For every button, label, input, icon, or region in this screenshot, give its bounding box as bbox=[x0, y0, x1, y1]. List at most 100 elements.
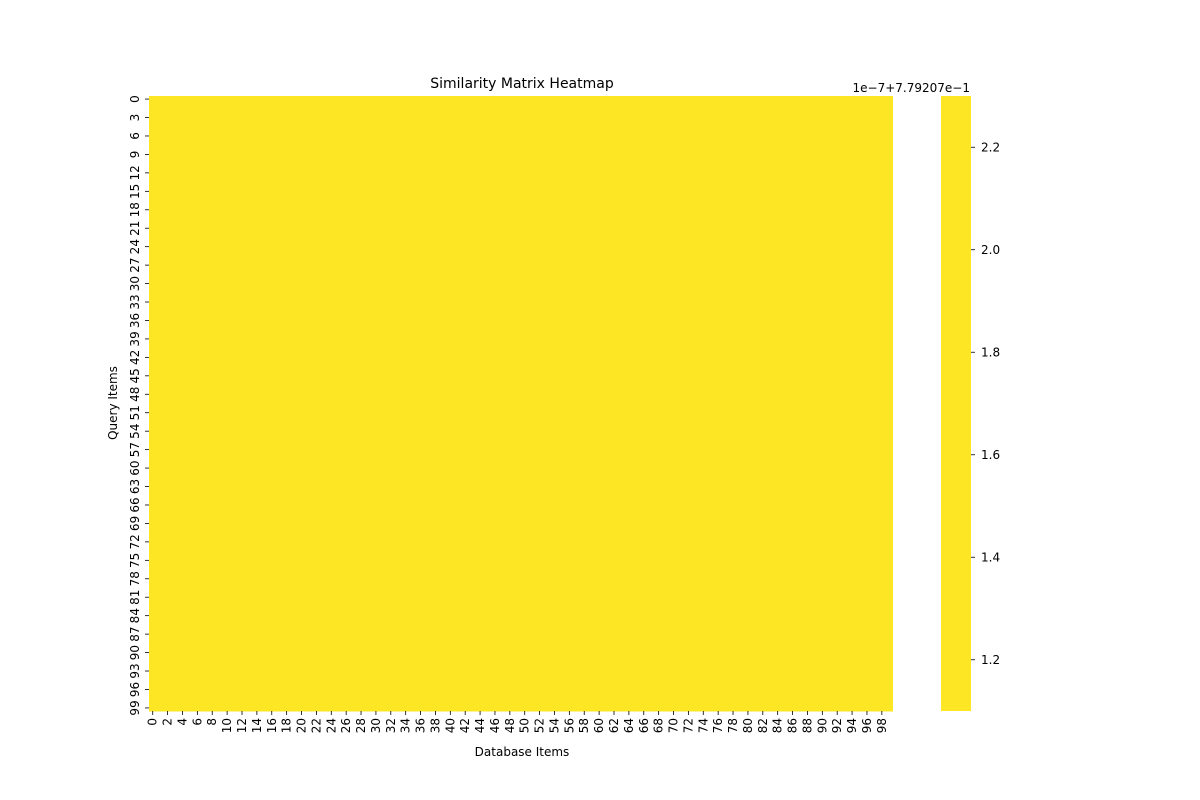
y-tick-label: 27 bbox=[128, 257, 142, 272]
colorbar bbox=[941, 96, 971, 711]
x-tick-label: 90 bbox=[815, 718, 829, 733]
x-tick-label: 44 bbox=[473, 718, 487, 733]
y-tick-label: 87 bbox=[128, 626, 142, 641]
heatmap-row bbox=[149, 335, 893, 343]
y-tick-label: 63 bbox=[128, 479, 142, 494]
heatmap-row bbox=[149, 575, 893, 583]
heatmap-row bbox=[149, 428, 893, 435]
heatmap-row bbox=[149, 557, 893, 564]
x-tick-label: 66 bbox=[637, 718, 651, 733]
x-tick-label: 84 bbox=[771, 718, 785, 733]
heatmap-row bbox=[149, 538, 893, 546]
x-tick-label: 96 bbox=[860, 718, 874, 733]
y-tick-label: 84 bbox=[128, 608, 142, 623]
heatmap-row bbox=[149, 501, 893, 509]
y-tick-label: 42 bbox=[128, 350, 142, 365]
heatmap-row bbox=[149, 686, 893, 694]
x-tick-label: 82 bbox=[756, 718, 770, 733]
heatmap-cells bbox=[149, 96, 893, 712]
x-tick-label: 68 bbox=[652, 718, 666, 733]
y-tick-label: 21 bbox=[128, 221, 142, 236]
x-tick-label: 18 bbox=[280, 718, 294, 733]
colorbar-tick-label: 2.2 bbox=[981, 140, 1000, 154]
heatmap-row bbox=[149, 292, 893, 300]
heatmap-row bbox=[149, 298, 893, 306]
heatmap-row bbox=[149, 311, 893, 318]
heatmap-row bbox=[149, 520, 893, 527]
heatmap-row bbox=[149, 237, 893, 245]
heatmap-row bbox=[149, 471, 893, 478]
heatmap-row bbox=[149, 704, 893, 712]
chart-title: Similarity Matrix Heatmap bbox=[430, 76, 614, 92]
heatmap-row bbox=[149, 612, 893, 620]
x-tick-label: 60 bbox=[592, 718, 606, 733]
heatmap-row bbox=[149, 329, 893, 337]
y-tick-label: 48 bbox=[128, 387, 142, 402]
y-tick-label: 30 bbox=[128, 276, 142, 291]
heatmap-row bbox=[149, 286, 893, 294]
heatmap-row bbox=[149, 544, 893, 552]
x-tick-label: 34 bbox=[399, 718, 413, 733]
heatmap-row bbox=[149, 243, 893, 251]
x-tick-label: 2 bbox=[161, 718, 175, 726]
heatmap-row bbox=[149, 446, 893, 454]
heatmap-row bbox=[149, 618, 893, 626]
heatmap-row bbox=[149, 354, 893, 361]
x-axis-ticks: 0 2 4 6 8 10 12 14 16 18 20 22 24 26 28 30 32 34 36 38 40 42 4… bbox=[146, 711, 889, 733]
heatmap-row bbox=[149, 495, 893, 503]
heatmap-row bbox=[149, 175, 893, 183]
x-tick-label: 20 bbox=[295, 718, 309, 733]
y-tick-label: 12 bbox=[128, 165, 142, 180]
colorbar-offset-label: 1e−7+7.79207e−1 bbox=[853, 81, 970, 95]
heatmap-row bbox=[149, 655, 893, 663]
heatmap-row bbox=[149, 157, 893, 165]
heatmap-row bbox=[149, 206, 893, 214]
y-tick-label: 54 bbox=[128, 424, 142, 439]
y-tick-label: 60 bbox=[128, 460, 142, 475]
heatmap-row bbox=[149, 132, 893, 140]
heatmap-row bbox=[149, 692, 893, 700]
heatmap-row bbox=[149, 477, 893, 484]
colorbar-tick-label: 1.4 bbox=[981, 550, 1000, 564]
x-tick-label: 50 bbox=[518, 718, 532, 733]
heatmap-row bbox=[149, 163, 893, 171]
heatmap-row bbox=[149, 169, 893, 177]
y-tick-label: 66 bbox=[128, 497, 142, 512]
heatmap-row bbox=[149, 182, 893, 189]
x-tick-label: 70 bbox=[667, 718, 681, 733]
y-tick-label: 15 bbox=[128, 184, 142, 199]
x-tick-label: 74 bbox=[696, 718, 710, 733]
y-tick-label: 93 bbox=[128, 663, 142, 678]
heatmap-row bbox=[149, 194, 893, 202]
y-tick-label: 3 bbox=[128, 114, 142, 122]
x-tick-label: 88 bbox=[800, 718, 814, 733]
heatmap-row bbox=[149, 188, 893, 195]
x-tick-label: 6 bbox=[190, 718, 204, 726]
x-tick-label: 32 bbox=[384, 718, 398, 733]
x-tick-label: 80 bbox=[741, 718, 755, 733]
y-tick-label: 57 bbox=[128, 442, 142, 457]
heatmap-row bbox=[149, 200, 893, 208]
heatmap-row bbox=[149, 262, 893, 269]
heatmap-row bbox=[149, 667, 893, 675]
heatmap-row bbox=[149, 563, 893, 571]
heatmap-row bbox=[149, 305, 893, 312]
heatmap-row bbox=[149, 637, 893, 644]
y-tick-label: 33 bbox=[128, 294, 142, 309]
heatmap-row bbox=[149, 231, 893, 238]
heatmap-row bbox=[149, 342, 893, 349]
x-tick-label: 42 bbox=[458, 718, 472, 733]
heatmap-row bbox=[149, 631, 893, 638]
x-tick-label: 0 bbox=[146, 718, 160, 726]
x-tick-label: 78 bbox=[726, 718, 740, 733]
x-tick-label: 10 bbox=[220, 718, 234, 733]
x-tick-label: 92 bbox=[830, 718, 844, 733]
y-tick-label: 75 bbox=[128, 553, 142, 568]
heatmap-row bbox=[149, 440, 893, 448]
heatmap-row bbox=[149, 458, 893, 466]
x-tick-label: 62 bbox=[607, 718, 621, 733]
colorbar-tick-label: 1.6 bbox=[981, 448, 1000, 462]
y-tick-label: 36 bbox=[128, 313, 142, 328]
heatmap-row bbox=[149, 415, 893, 423]
heatmap-row bbox=[149, 514, 893, 521]
